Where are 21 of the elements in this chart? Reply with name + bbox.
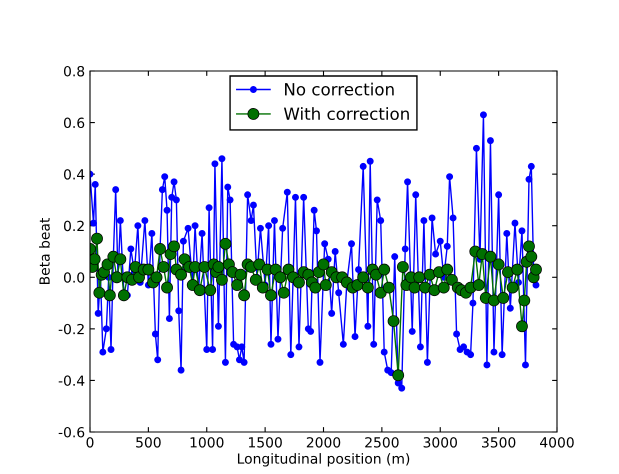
y-tick-label: 0.2 [64,220,84,232]
y-tick-label: 0.4 [64,169,84,180]
x-tick-label: 1000 [190,437,224,448]
y-tick-label: 0.6 [64,118,84,128]
legend-label: With correction [284,107,409,120]
y-axis-title: Beta beat [39,218,50,284]
x-axis-title: Longitudinal position (m) [238,453,410,467]
y-tick-label: -0.4 [58,375,84,386]
x-tick-label: 3000 [424,437,457,448]
y-tick-label: -0.6 [58,426,84,438]
x-tick-label: 2000 [306,437,340,448]
x-tick-label: 0 [86,437,94,448]
x-tick-label: 1500 [248,437,282,448]
x-tick-label: 500 [136,437,161,448]
x-tick-label: 3500 [482,437,516,448]
y-tick-label: -0.2 [58,324,84,334]
x-tick-label: 2500 [365,437,399,448]
x-tick-label: 4000 [540,437,574,448]
legend-label: No correction [285,82,394,96]
y-tick-label: 0.0 [64,272,84,283]
y-tick-label: 0.8 [64,66,84,76]
